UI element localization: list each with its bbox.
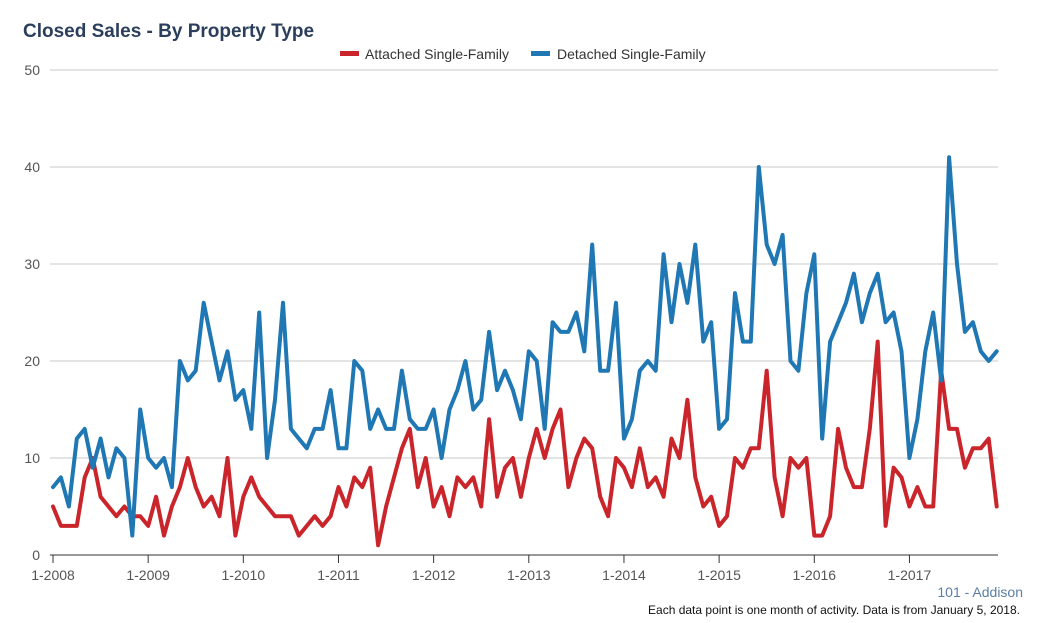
x-tick-label: 1-2013 <box>507 567 551 583</box>
legend: Attached Single-Family Detached Single-F… <box>340 46 706 62</box>
y-tick-label: 10 <box>24 450 40 466</box>
legend-label-detached: Detached Single-Family <box>557 46 706 62</box>
footnote: Each data point is one month of activity… <box>648 603 1020 617</box>
x-tick-label: 1-2011 <box>317 567 360 583</box>
y-tick-label: 50 <box>24 62 40 78</box>
legend-swatch-detached <box>531 51 550 56</box>
legend-item-detached[interactable]: Detached Single-Family <box>531 46 706 62</box>
y-axis-ticks: 0 10 20 30 40 50 <box>24 62 40 563</box>
grid-lines <box>50 69 998 459</box>
x-tick-label: 1-2009 <box>126 567 170 583</box>
y-tick-label: 40 <box>24 159 40 175</box>
series <box>51 155 999 548</box>
legend-label-attached: Attached Single-Family <box>365 46 509 62</box>
legend-item-attached[interactable]: Attached Single-Family <box>340 46 509 62</box>
series-line-detached[interactable] <box>51 155 999 538</box>
x-tick-label: 1-2017 <box>888 567 932 583</box>
x-tick-label: 1-2014 <box>602 567 646 583</box>
x-tick-label: 1-2010 <box>222 567 266 583</box>
series-line-attached[interactable] <box>51 339 999 548</box>
x-tick-label: 1-2008 <box>31 567 75 583</box>
legend-swatch-attached <box>340 51 359 56</box>
x-tick-label: 1-2015 <box>697 567 741 583</box>
y-tick-label: 30 <box>24 256 40 272</box>
y-tick-label: 0 <box>32 547 40 563</box>
y-tick-label: 20 <box>24 353 40 369</box>
x-tick-label: 1-2016 <box>792 567 836 583</box>
region-label: 101 - Addison <box>937 584 1023 600</box>
chart-title: Closed Sales - By Property Type <box>23 21 314 42</box>
x-axis-ticks: 1-2008 1-2009 1-2010 1-2011 1-2012 1-2013 1-20… <box>31 555 931 583</box>
x-tick-label: 1-2012 <box>412 567 456 583</box>
